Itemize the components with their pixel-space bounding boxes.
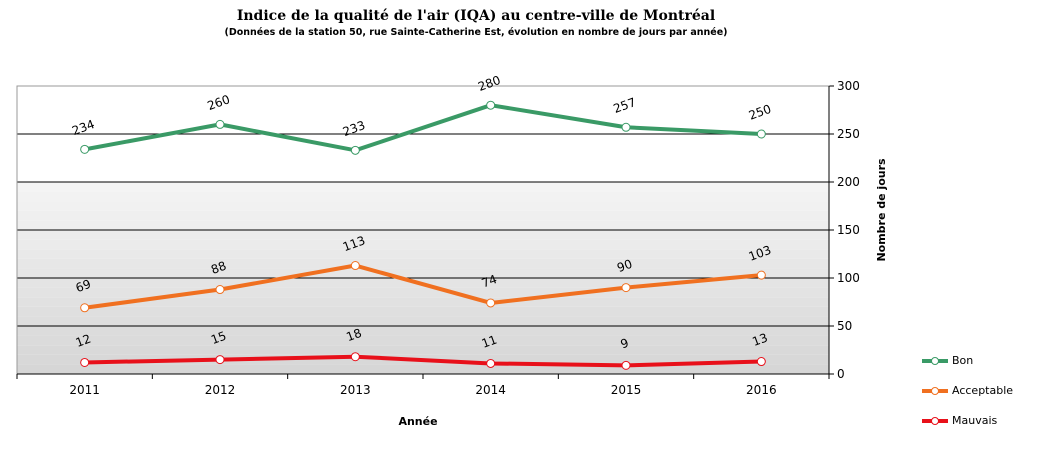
plot-band: [17, 230, 829, 240]
y-tick-label: 250: [837, 127, 860, 141]
y-tick-label: 300: [837, 79, 860, 93]
data-point: [215, 119, 225, 129]
data-label: 69: [74, 277, 93, 295]
x-tick-label: 2016: [746, 383, 777, 397]
plot-band: [17, 239, 829, 250]
x-tick-label: 2012: [205, 383, 236, 397]
legend-item: Mauvais: [922, 413, 1052, 427]
chart-title: Indice de la qualité de l'air (IQA) au c…: [236, 8, 716, 24]
plot-band: [17, 345, 829, 355]
legend-swatch: [922, 383, 948, 397]
data-label: 15: [209, 329, 228, 347]
series-line: [84, 263, 762, 310]
data-point: [486, 100, 496, 110]
data-label: 88: [209, 259, 228, 277]
plot-band: [17, 201, 829, 211]
x-tick-label: 2014: [475, 383, 506, 397]
plot-band: [17, 268, 829, 278]
data-point: [350, 145, 360, 155]
y-tick-label: 100: [837, 271, 860, 285]
plot-band: [17, 249, 829, 259]
legend-label: Acceptable: [952, 383, 1014, 397]
y-tick-label: 150: [837, 223, 860, 237]
data-point: [350, 261, 360, 271]
data-point: [756, 270, 766, 280]
data-label: 74: [480, 272, 499, 290]
y-tick-label: 0: [837, 367, 845, 381]
data-point: [621, 283, 631, 293]
series-line: [84, 103, 762, 153]
x-axis-title: Année: [398, 415, 437, 428]
legend-item: Bon: [922, 353, 1052, 367]
x-tick-label: 2015: [611, 383, 642, 397]
data-label: 90: [615, 257, 634, 275]
data-label: 9: [619, 336, 631, 352]
data-label: 12: [74, 332, 93, 350]
x-tick-label: 2013: [340, 383, 371, 397]
series-line: [84, 354, 762, 368]
data-label: 13: [750, 331, 769, 349]
plot-band: [17, 297, 829, 307]
plot-band: [17, 326, 829, 336]
data-point: [215, 355, 225, 365]
plot-band: [17, 210, 829, 221]
y-tick-label: 50: [837, 319, 852, 333]
y-axis-title: Nombre de jours: [875, 158, 888, 262]
data-label: 11: [480, 332, 499, 350]
legend-label: Bon: [952, 353, 974, 367]
data-point: [80, 144, 90, 154]
data-point: [350, 352, 360, 362]
data-point: [486, 358, 496, 368]
plot-band: [17, 220, 829, 230]
data-point: [621, 122, 631, 132]
x-tick-label: 2011: [69, 383, 100, 397]
data-point: [80, 357, 90, 367]
data-point: [756, 129, 766, 139]
plot-band: [17, 306, 829, 317]
plot-band: [17, 364, 829, 374]
legend-item: Acceptable: [922, 383, 1052, 397]
plot-band: [17, 287, 829, 298]
legend-swatch: [922, 413, 948, 427]
legend-label: Mauvais: [952, 413, 998, 427]
data-label: 18: [344, 326, 363, 344]
data-point: [486, 298, 496, 308]
plot-band: [17, 182, 829, 192]
data-point: [215, 285, 225, 295]
data-point: [621, 360, 631, 370]
y-tick-label: 200: [837, 175, 860, 189]
data-point: [80, 303, 90, 313]
data-point: [756, 357, 766, 367]
plot-band: [17, 316, 829, 326]
plot-band: [17, 191, 829, 202]
plot-band: [17, 335, 829, 346]
legend-swatch: [922, 353, 948, 367]
plot-band: [17, 258, 829, 269]
chart-subtitle: (Données de la station 50, rue Sainte-Ca…: [224, 27, 728, 38]
